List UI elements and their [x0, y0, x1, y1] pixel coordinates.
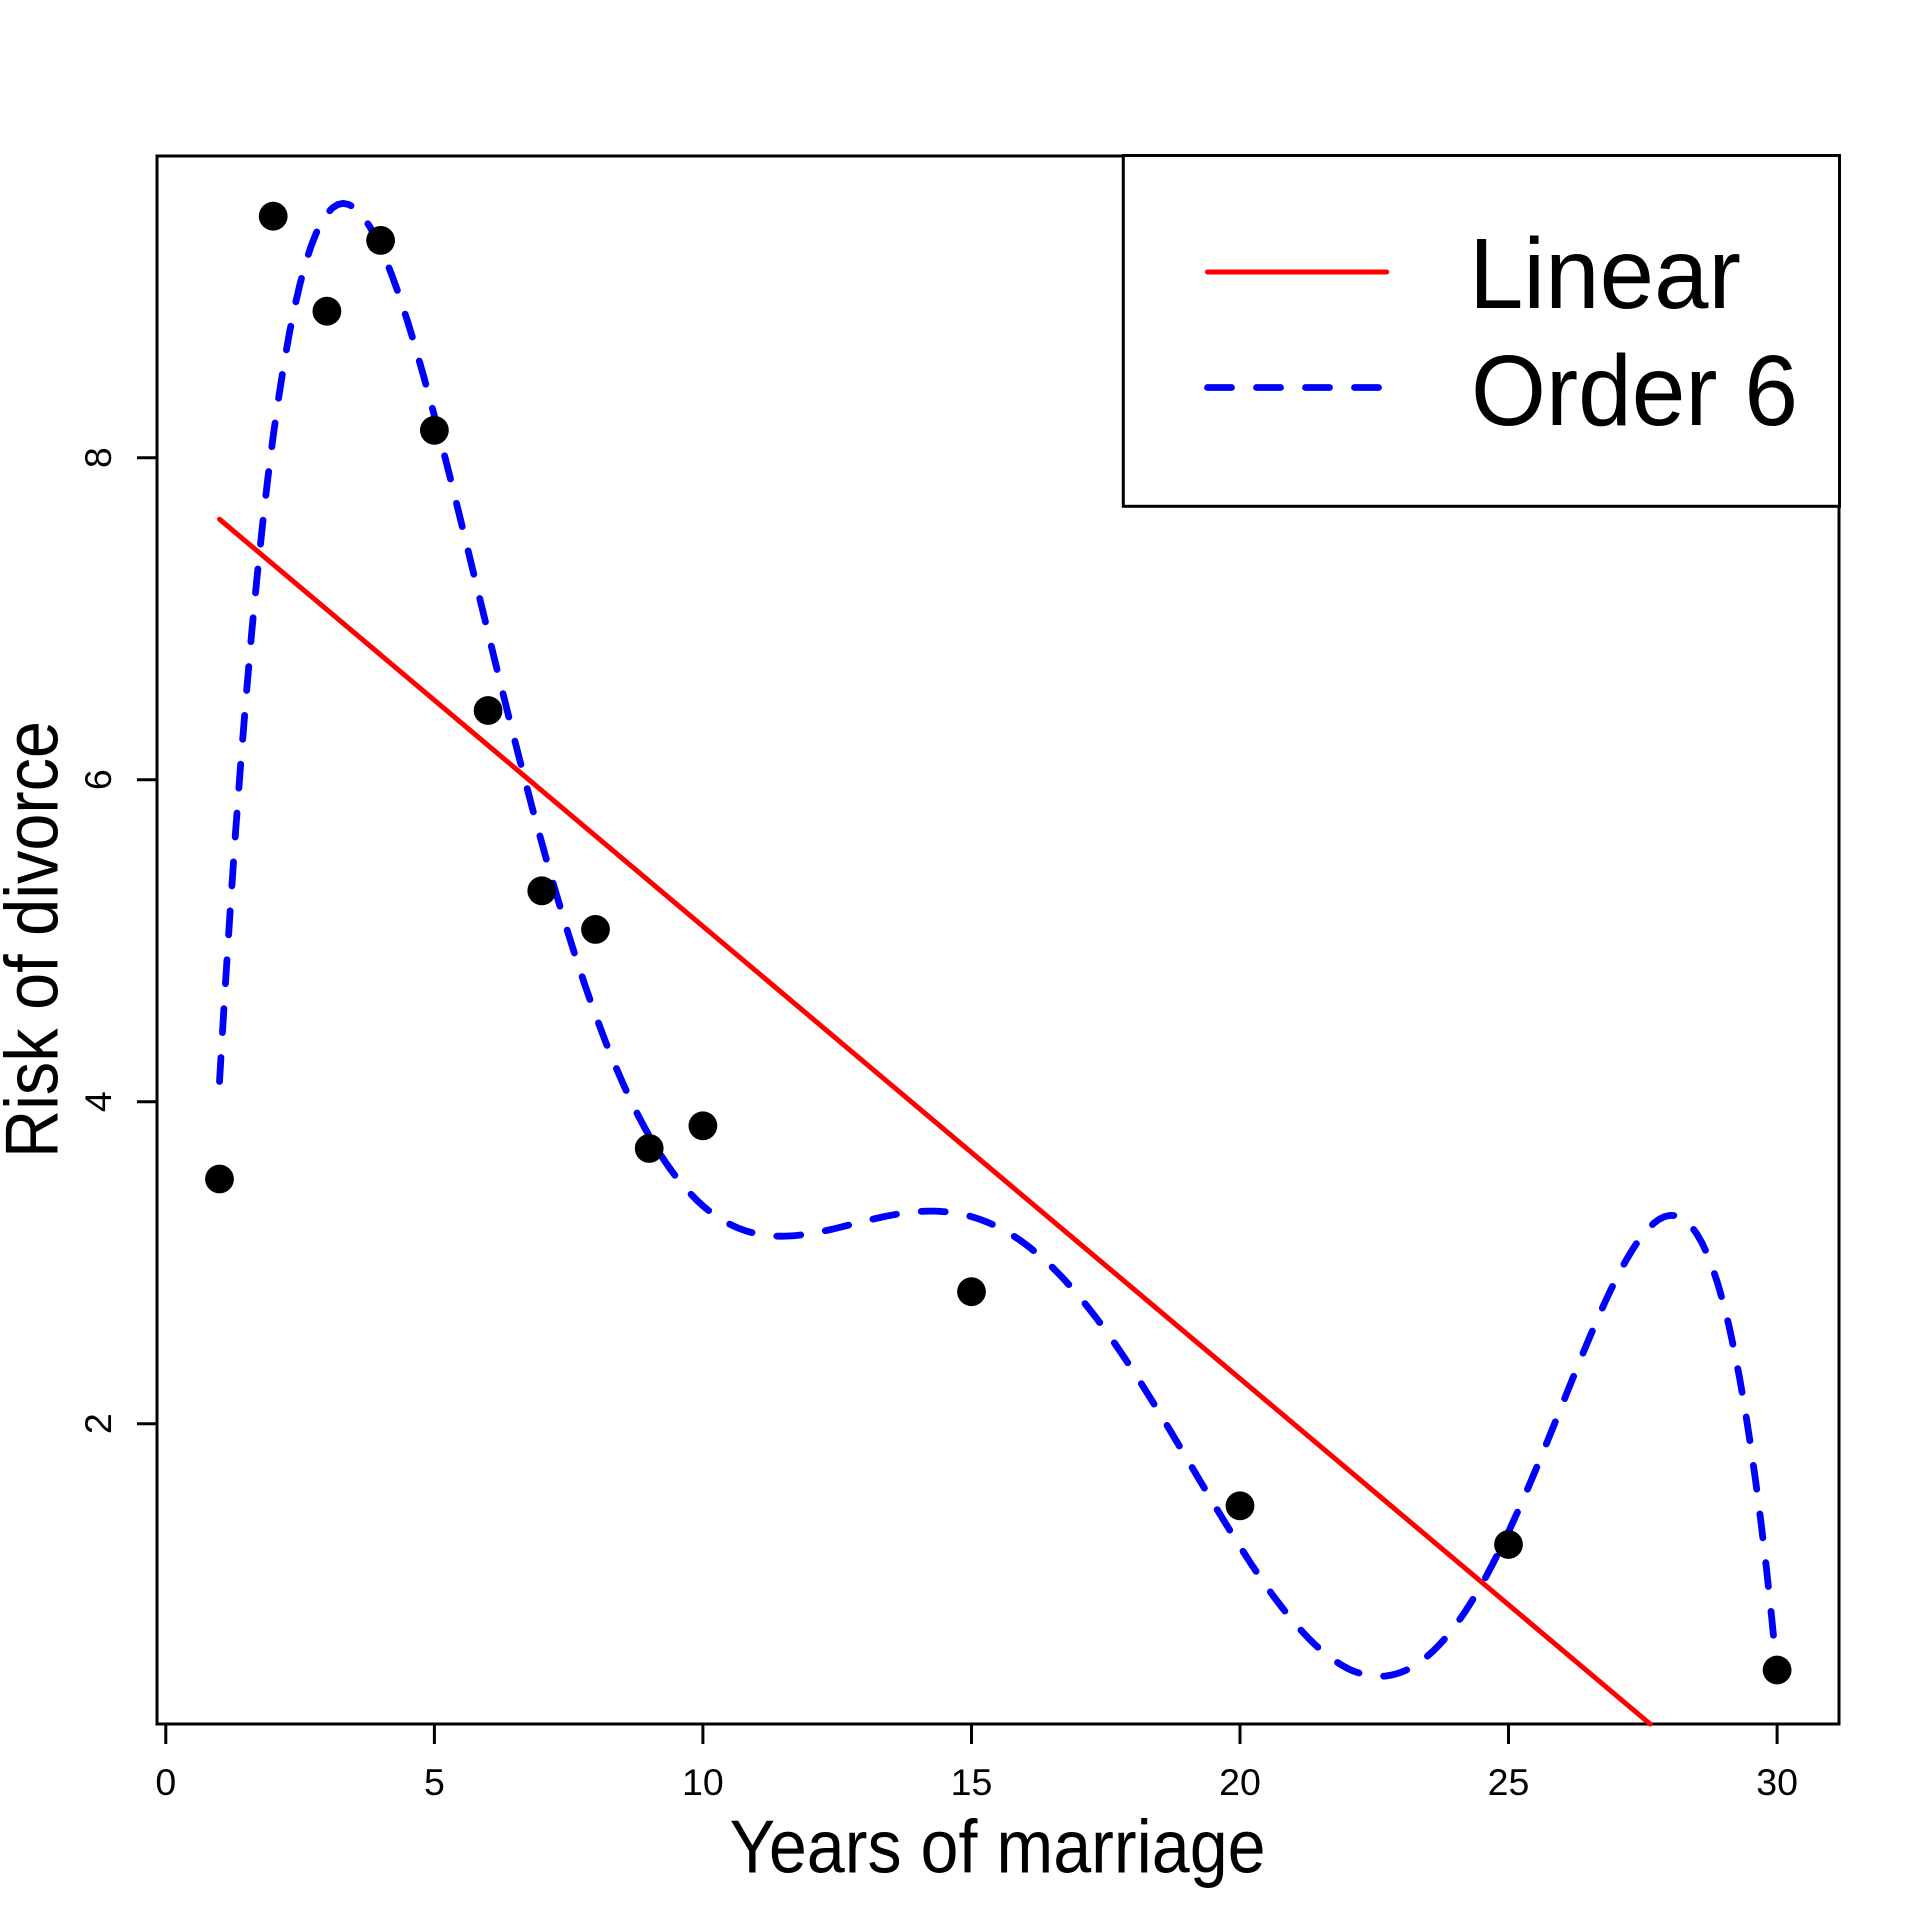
- svg-text:25: 25: [1488, 1761, 1530, 1803]
- svg-text:8: 8: [77, 447, 119, 468]
- svg-text:10: 10: [682, 1761, 724, 1803]
- svg-text:30: 30: [1756, 1761, 1798, 1803]
- svg-text:Years of marriage: Years of marriage: [730, 1805, 1266, 1889]
- svg-text:5: 5: [424, 1761, 445, 1803]
- svg-text:0: 0: [155, 1761, 176, 1803]
- svg-text:Linear: Linear: [1469, 218, 1741, 330]
- svg-text:6: 6: [77, 769, 119, 790]
- svg-text:Order 6: Order 6: [1471, 335, 1798, 447]
- svg-text:2: 2: [77, 1413, 119, 1434]
- svg-text:Risk of divorce: Risk of divorce: [0, 721, 74, 1158]
- svg-text:20: 20: [1219, 1761, 1261, 1803]
- svg-text:15: 15: [951, 1761, 993, 1803]
- svg-text:4: 4: [77, 1091, 119, 1112]
